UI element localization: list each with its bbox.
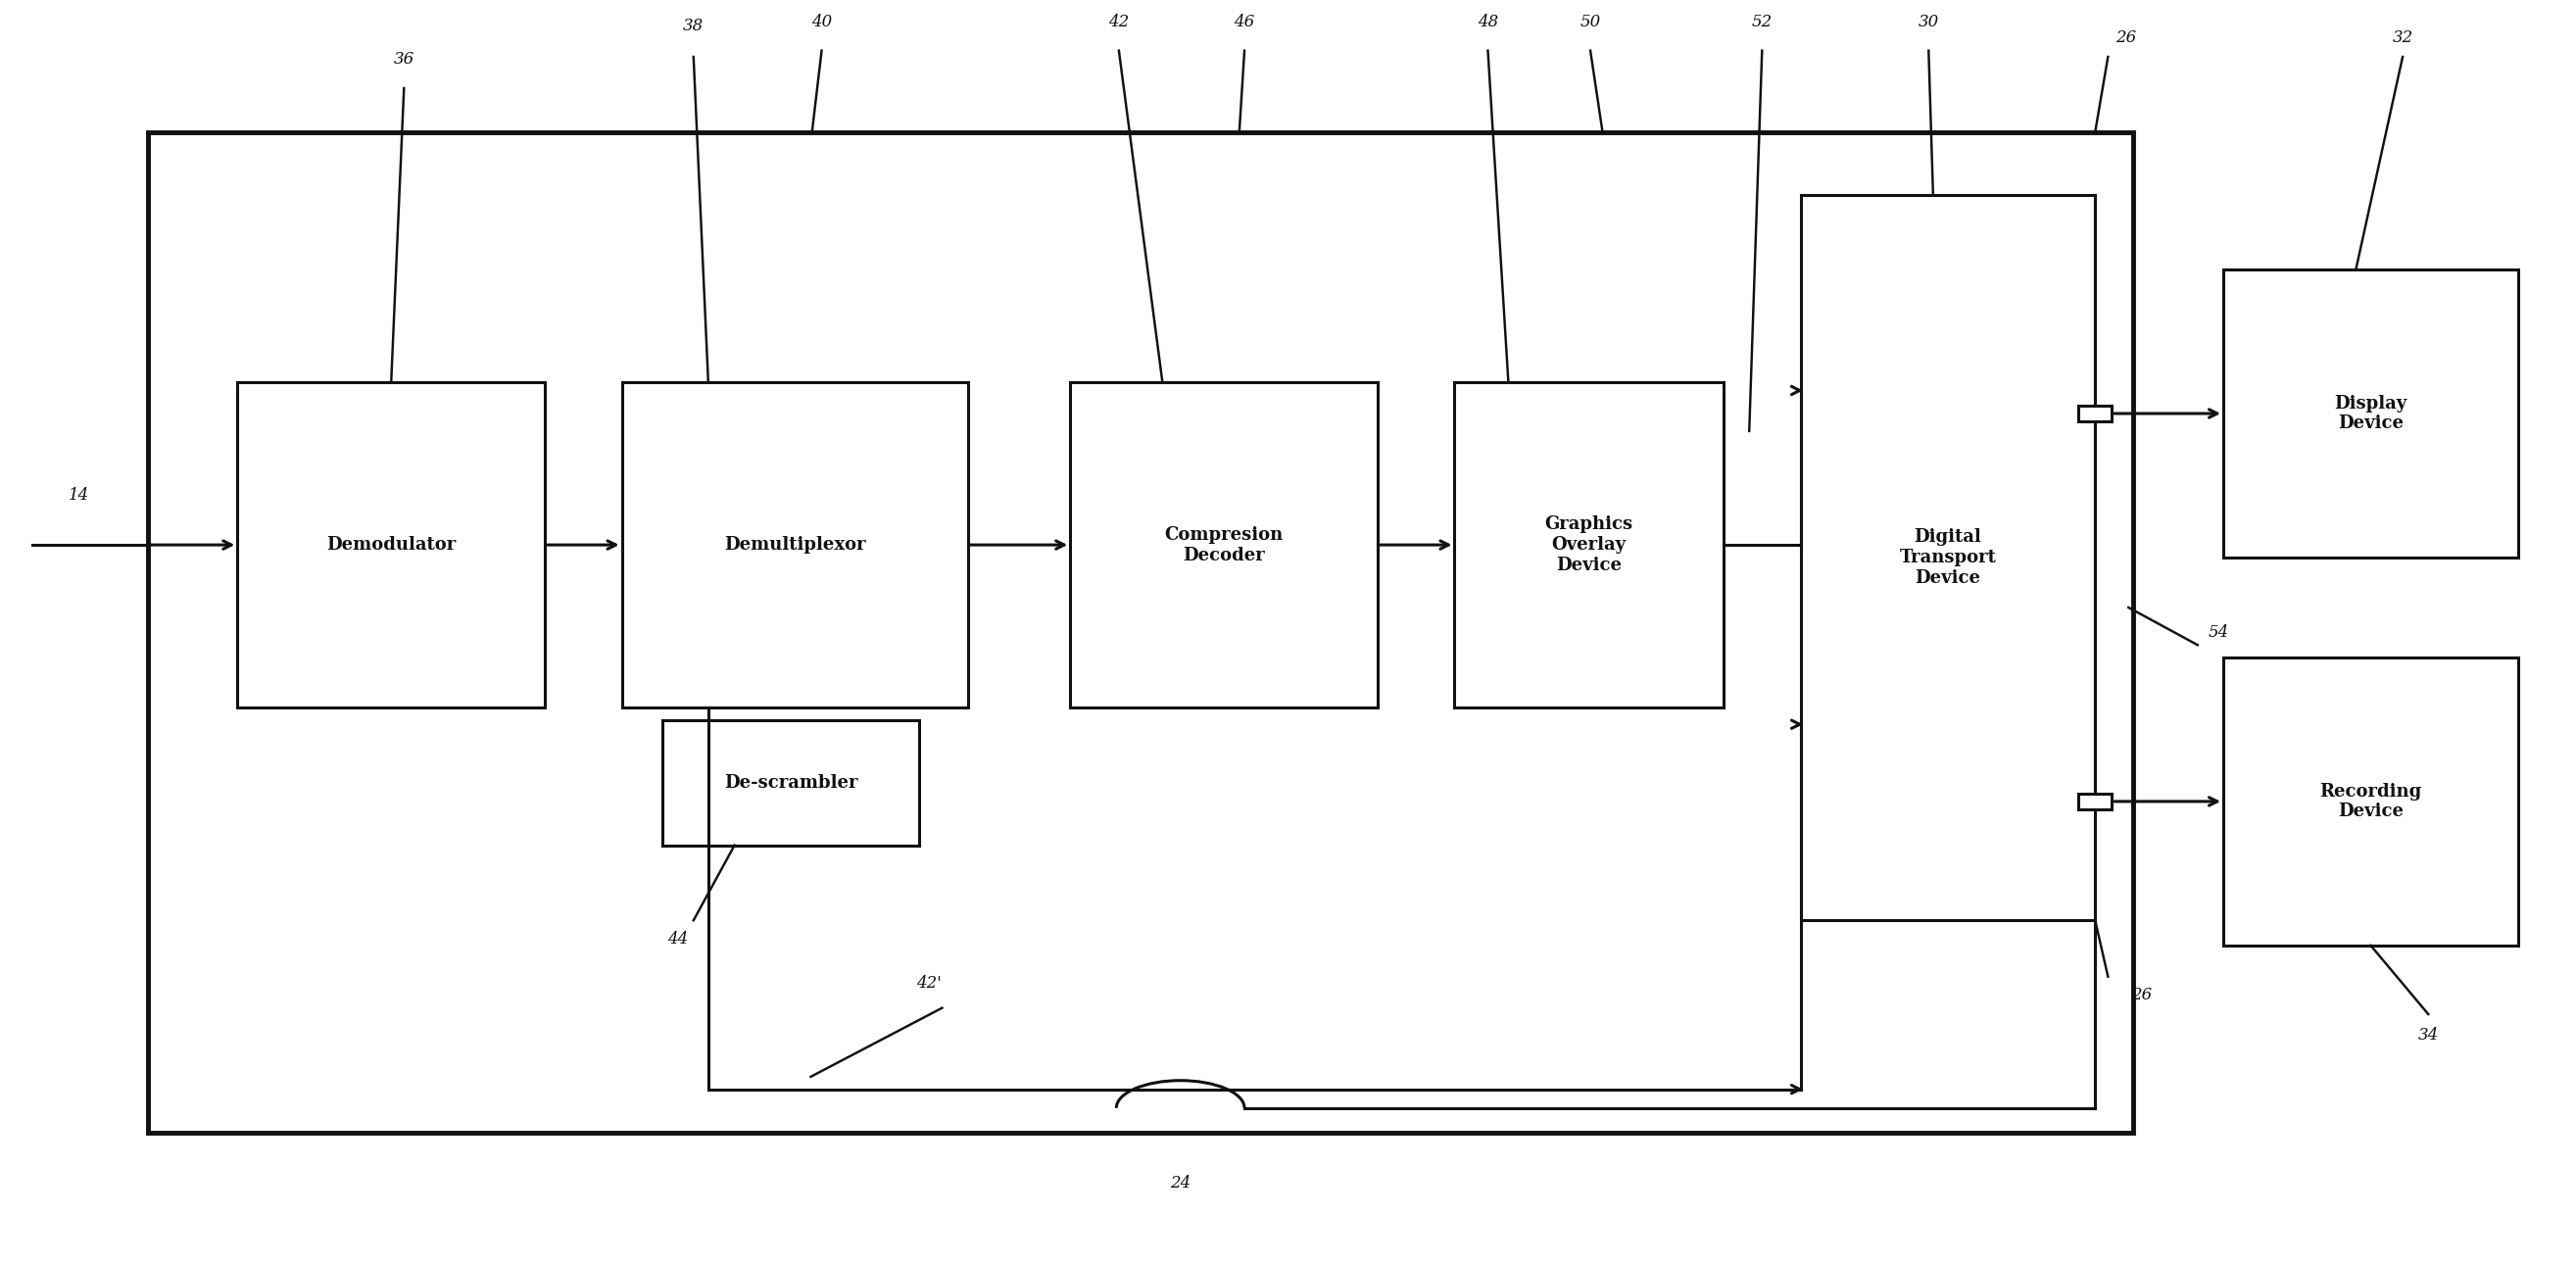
Text: De-scrambler: De-scrambler [724, 774, 858, 792]
Bar [621, 382, 969, 707]
Text: 40: 40 [811, 14, 832, 30]
Text: 44: 44 [667, 931, 688, 947]
Text: 36: 36 [394, 51, 415, 68]
Text: 42: 42 [1108, 14, 1128, 30]
Bar [1069, 382, 1378, 707]
Bar [147, 132, 2133, 1133]
Text: 38: 38 [683, 18, 703, 34]
Bar [2079, 405, 2112, 421]
Text: 24: 24 [1170, 1175, 1190, 1192]
Bar [2223, 658, 2517, 945]
Text: 32: 32 [2393, 30, 2414, 47]
Text: Recording
Device: Recording Device [2318, 783, 2421, 821]
Text: 14: 14 [67, 487, 90, 503]
Bar [1801, 195, 2094, 921]
Text: 46: 46 [1234, 14, 1255, 30]
Text: Demodulator: Demodulator [327, 536, 456, 554]
Text: 48: 48 [1479, 14, 1499, 30]
Text: 26: 26 [2130, 987, 2151, 1003]
Text: Graphics
Overlay
Device: Graphics Overlay Device [1546, 516, 1633, 574]
Text: 50: 50 [1579, 14, 1600, 30]
Text: 34: 34 [2419, 1027, 2439, 1044]
Text: Digital
Transport
Device: Digital Transport Device [1899, 529, 1996, 587]
Text: Compresion
Decoder: Compresion Decoder [1164, 526, 1283, 564]
Text: Display
Device: Display Device [2334, 395, 2406, 433]
Text: 42': 42' [917, 974, 943, 992]
Bar [2223, 269, 2517, 558]
Bar [662, 720, 920, 845]
Text: 52: 52 [1752, 14, 1772, 30]
Text: 54: 54 [2208, 624, 2228, 641]
Bar [2079, 793, 2112, 810]
Text: 26: 26 [2115, 30, 2136, 47]
Bar [1455, 382, 1723, 707]
Text: Demultiplexor: Demultiplexor [724, 536, 866, 554]
Text: 30: 30 [1919, 14, 1940, 30]
Bar [237, 382, 546, 707]
